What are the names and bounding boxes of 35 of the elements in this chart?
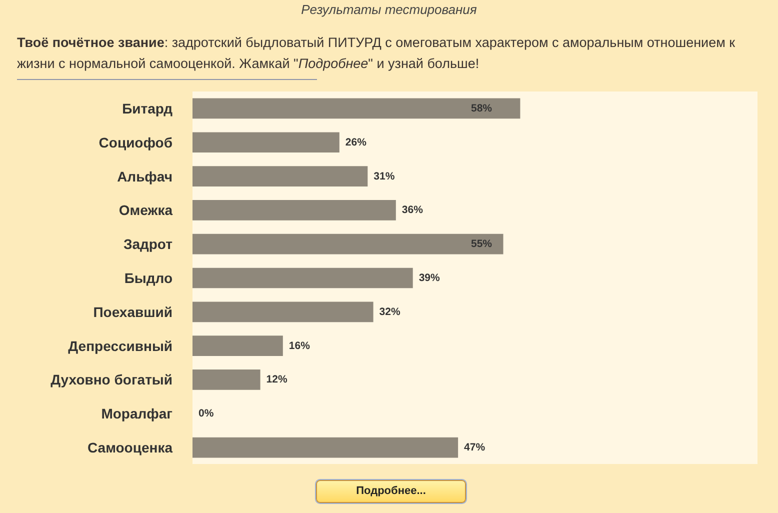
y-tick-label: Задрот [123,236,173,252]
data-label: 31% [374,170,396,182]
text: Подробнее... [316,480,466,503]
bar [192,336,283,356]
y-tick-label: Омежка [118,202,173,218]
data-label: 16% [288,340,311,352]
data-label: 55% [471,238,493,250]
y-tick-label: Социофоб [98,134,173,150]
y-tick-label: Моралфаг [101,406,173,422]
y-tick-label: Поехавший [93,304,173,320]
bar [192,234,504,254]
bar [192,98,520,119]
y-tick-label: Битард [122,100,173,116]
bar [192,437,458,458]
data-label: 26% [345,136,368,148]
bar [192,200,396,220]
bar [192,166,368,186]
data-label: 47% [464,442,486,454]
data-label: 39% [418,272,441,284]
bar [192,268,413,288]
data-label: 32% [379,306,401,318]
bar [192,370,260,390]
data-label: 0% [198,408,214,420]
y-tick-label: Быдло [124,270,173,286]
bar [192,132,340,153]
bar [192,302,374,322]
y-tick-label: Альфач [117,168,173,184]
data-label: 58% [471,102,493,114]
y-tick-label: Депрессивный [68,338,172,354]
data-label: 12% [266,374,288,386]
chart-subtitle: Твоё почётное звание: задротский быдловатый ПИТУРД с омеговатым характером с аморальным отношением к жизни с нормальной самооценкой. Жамкай "Подробнее" и узнай больше! [16,34,736,73]
data-label: 36% [402,204,424,216]
y-tick-label: Самооценка [88,440,173,456]
chart-title: Результаты тестирования [300,1,478,19]
y-tick-label: Духовно богатый [50,372,173,388]
